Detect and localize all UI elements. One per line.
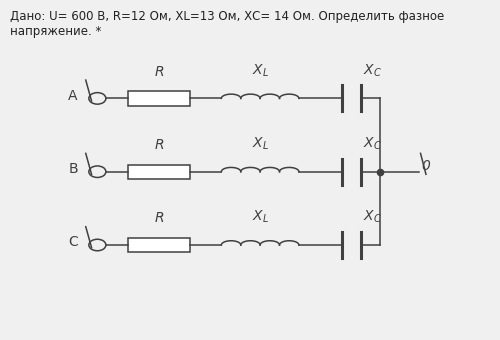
Bar <box>128 238 190 252</box>
Text: $R$: $R$ <box>154 211 164 225</box>
Text: $X_L$: $X_L$ <box>252 136 268 152</box>
Text: A: A <box>68 89 78 103</box>
Text: $R$: $R$ <box>154 138 164 152</box>
Text: $X_L$: $X_L$ <box>252 62 268 79</box>
Text: Дано: U= 600 В, R=12 Ом, XL=13 Ом, ХС= 14 Ом. Определить фазное
напряжение. *: Дано: U= 600 В, R=12 Ом, XL=13 Ом, ХС= 1… <box>10 10 444 38</box>
Text: B: B <box>68 162 78 176</box>
Bar <box>128 165 190 179</box>
Text: $X_C$: $X_C$ <box>363 136 382 152</box>
Text: $R$: $R$ <box>154 65 164 79</box>
Text: $X_L$: $X_L$ <box>252 209 268 225</box>
Bar <box>128 91 190 106</box>
Text: C: C <box>68 235 78 249</box>
Text: $X_C$: $X_C$ <box>363 209 382 225</box>
Text: 0: 0 <box>421 159 430 173</box>
Text: $X_C$: $X_C$ <box>363 62 382 79</box>
